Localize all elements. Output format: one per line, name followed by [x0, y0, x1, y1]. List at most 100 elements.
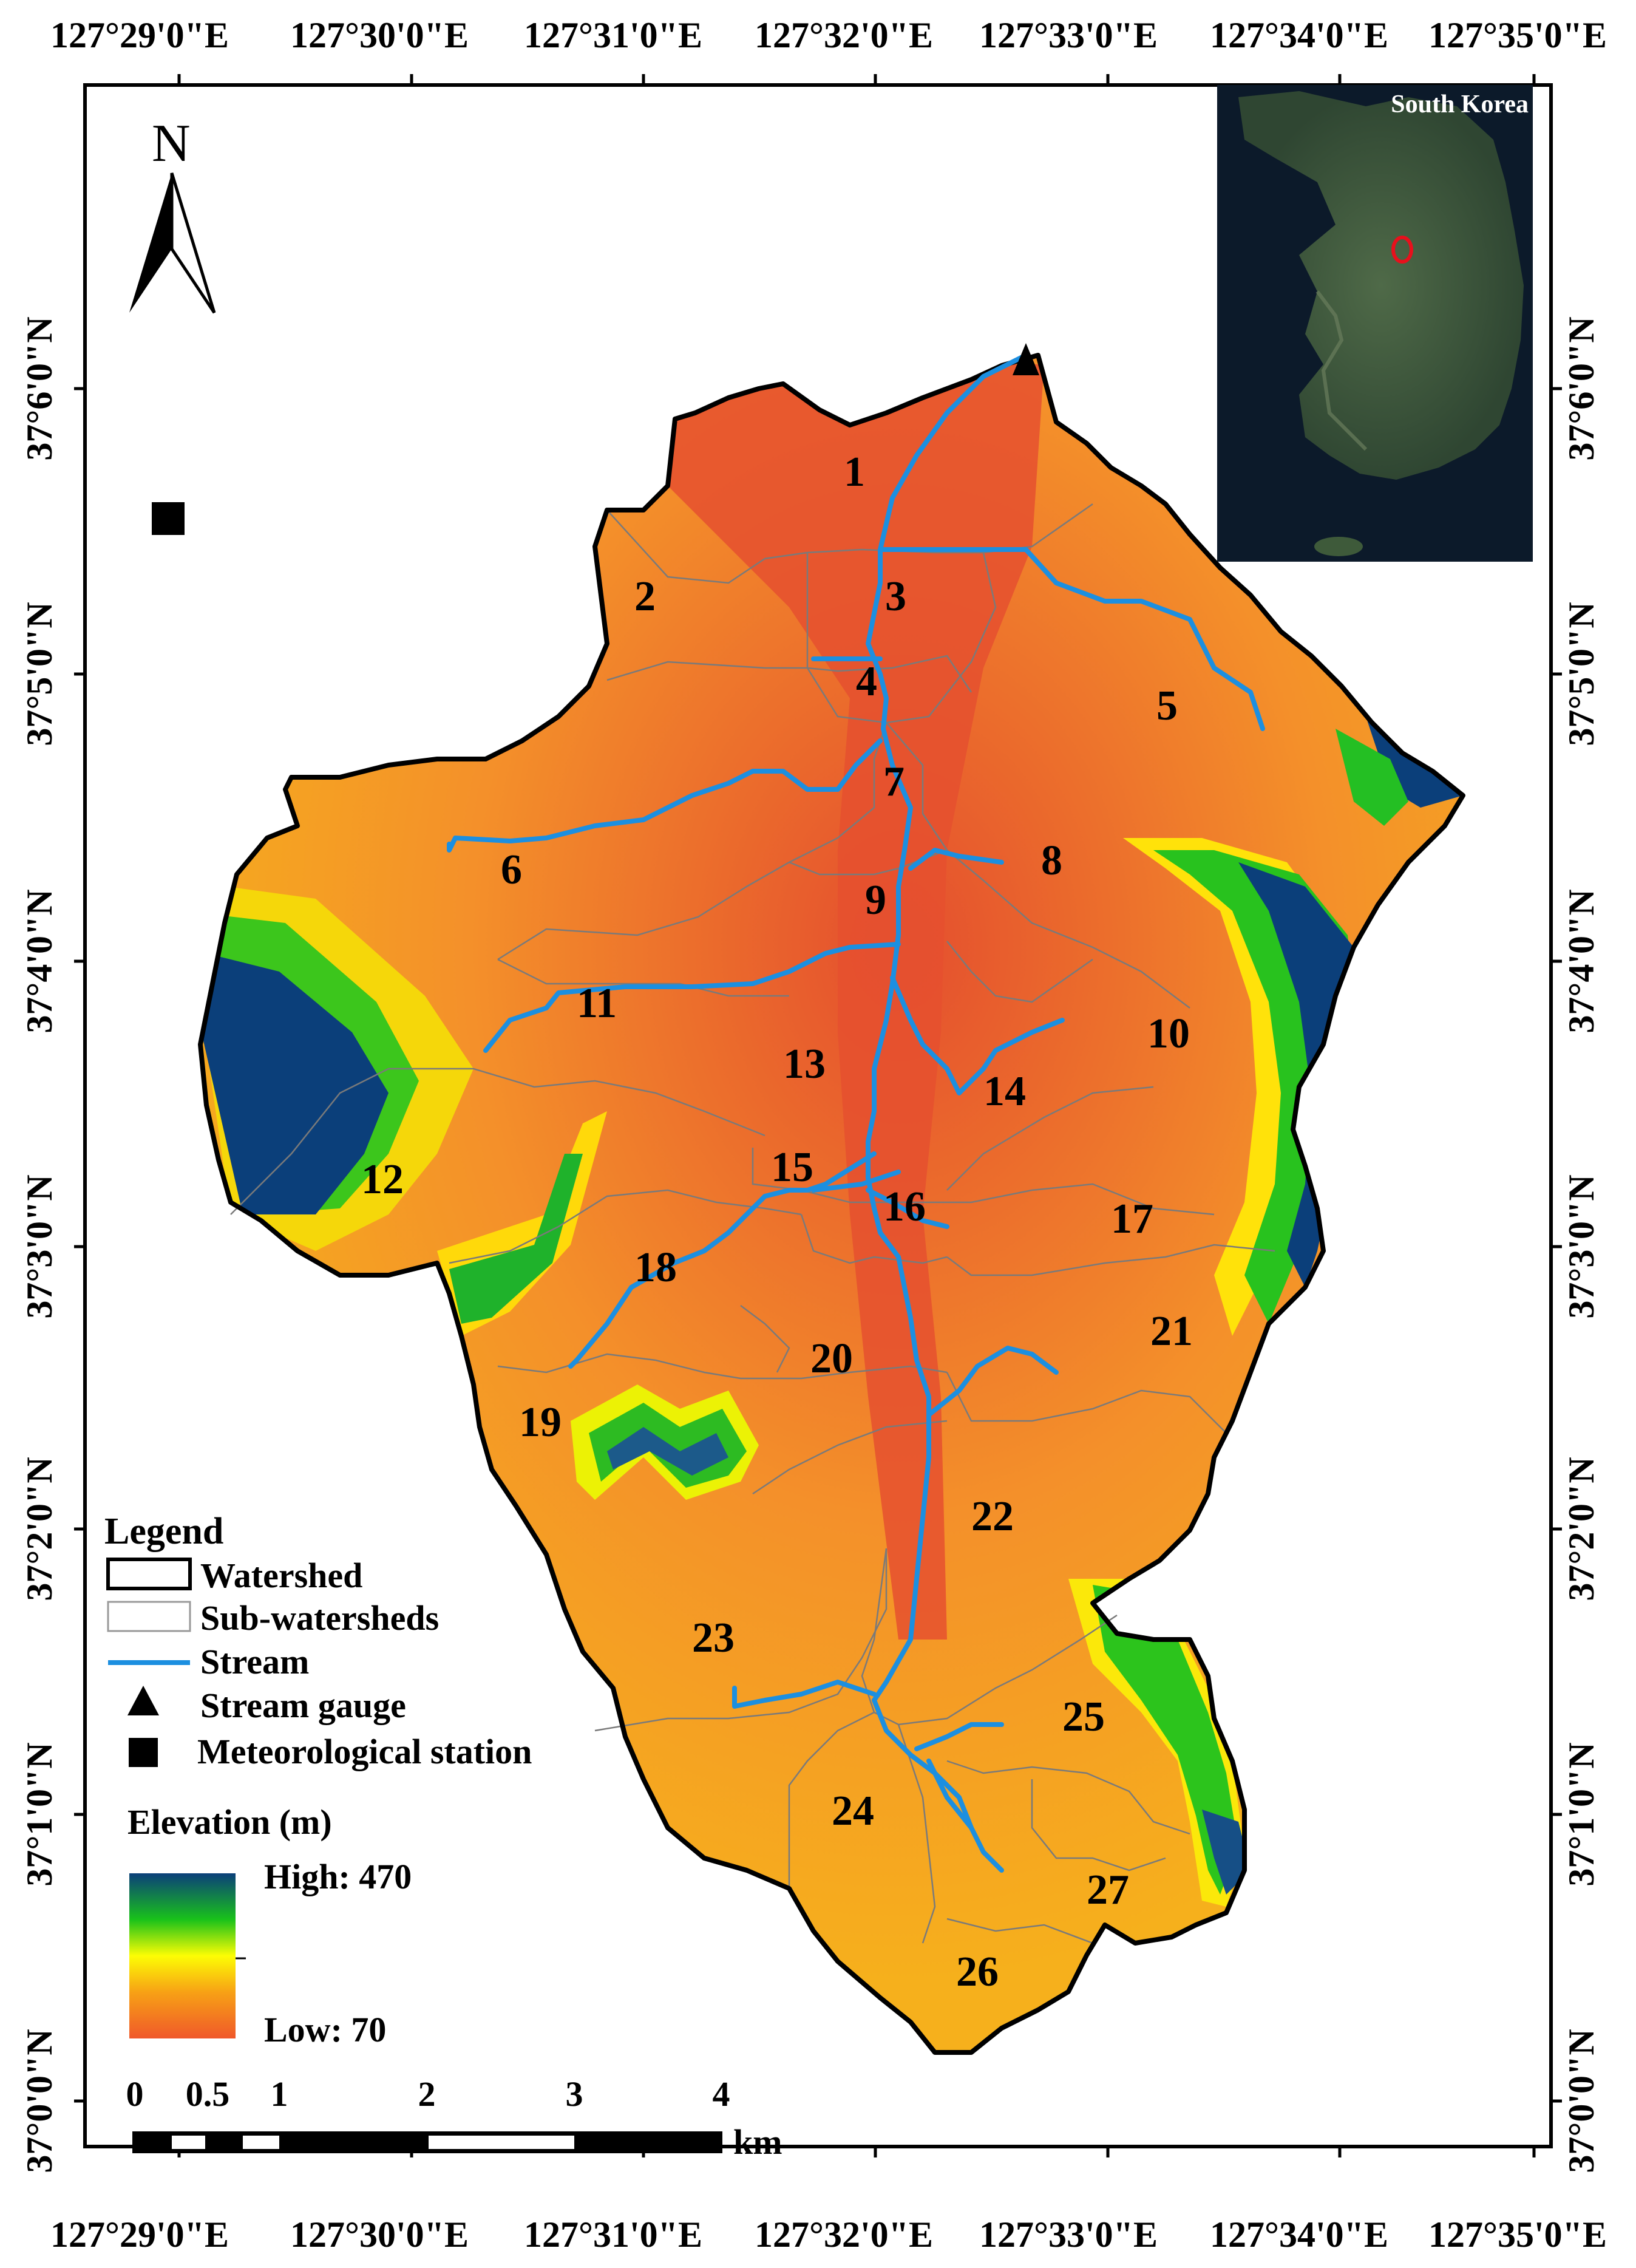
lat-label-left: 37°4'0"N — [19, 889, 59, 1033]
subwatershed-label-7: 7 — [883, 758, 905, 805]
subwatershed-label-16: 16 — [883, 1183, 926, 1230]
inset-map: South Korea — [1217, 85, 1533, 562]
inset-coastline-highlight — [1315, 290, 1368, 451]
stream-gauge-icon — [1013, 343, 1039, 375]
subwatershed-label-18: 18 — [634, 1244, 677, 1291]
subwatershed-labels: 1 2 3 4 5 6 7 8 9 10 11 12 13 14 15 16 1… — [361, 449, 1193, 1995]
lon-label-bottom: 127°30'0"E — [290, 2215, 469, 2255]
scale-tick-label: 1 — [271, 2074, 288, 2114]
lat-label-left: 37°3'0"N — [19, 1174, 59, 1318]
lat-label-right: 37°2'0"N — [1561, 1457, 1601, 1601]
scale-tick-label: 0 — [126, 2074, 144, 2114]
lon-label-bottom: 127°35'0"E — [1428, 2215, 1607, 2255]
subwatershed-label-21: 21 — [1150, 1308, 1193, 1355]
subwatershed-label-14: 14 — [983, 1068, 1026, 1115]
subwatershed-label-10: 10 — [1147, 1010, 1190, 1057]
elevation-high-label: High: 470 — [264, 1857, 412, 1896]
scale-segment-white — [243, 2136, 279, 2149]
legend-subwatershed-label: Sub-watersheds — [200, 1598, 439, 1638]
lat-label-right: 37°3'0"N — [1561, 1174, 1601, 1318]
elevation-title: Elevation (m) — [127, 1802, 332, 1842]
lon-label-top: 127°35'0"E — [1428, 15, 1607, 55]
lon-label-bottom: 127°32'0"E — [755, 2215, 933, 2255]
inset-title: South Korea — [1391, 90, 1529, 118]
lon-label-top: 127°32'0"E — [755, 15, 933, 55]
subwatershed-label-4: 4 — [856, 658, 877, 705]
lat-label-left: 37°2'0"N — [19, 1457, 59, 1601]
watershed-outline-swatch — [106, 1558, 192, 1590]
subwatershed-label-22: 22 — [971, 1493, 1014, 1540]
lon-label-top: 127°30'0"E — [290, 15, 469, 55]
meteorological-station-icon — [152, 502, 185, 535]
elevation-color-ramp — [129, 1873, 236, 2038]
scale-bar-base — [132, 2131, 722, 2153]
lat-label-left: 37°5'0"N — [19, 602, 59, 746]
lon-label-bottom: 127°33'0"E — [979, 2215, 1158, 2255]
scale-segment-white — [172, 2136, 205, 2149]
jeju-island — [1314, 537, 1363, 556]
subwatershed-label-15: 15 — [771, 1144, 813, 1191]
scale-tick-label: 3 — [566, 2074, 583, 2114]
subwatershed-label-1: 1 — [844, 449, 865, 495]
lat-label-left: 37°6'0"N — [19, 316, 59, 460]
lon-label-top: 127°29'0"E — [50, 15, 229, 55]
subwatershed-label-13: 13 — [783, 1041, 826, 1088]
stream-network — [447, 353, 1265, 1873]
scale-tick-label: 4 — [713, 2074, 730, 2114]
subwatershed-outline-swatch — [107, 1601, 191, 1632]
subwatershed-label-23: 23 — [692, 1615, 735, 1661]
north-arrow: N — [129, 114, 216, 314]
watershed-outline — [198, 353, 1465, 2055]
lat-label-right: 37°4'0"N — [1561, 889, 1601, 1033]
subwatershed-label-5: 5 — [1156, 683, 1178, 729]
legend-title: Legend — [104, 1511, 223, 1552]
north-arrow-left-half — [129, 173, 172, 313]
scale-segment-white — [429, 2136, 574, 2149]
legend-stream-gauge-label: Stream gauge — [200, 1686, 406, 1725]
square-icon — [129, 1738, 158, 1767]
lon-label-top: 127°33'0"E — [979, 15, 1158, 55]
lon-label-top: 127°31'0"E — [524, 15, 702, 55]
subwatershed-label-9: 9 — [865, 877, 886, 924]
study-area-marker — [1391, 236, 1413, 264]
legend-watershed-label: Watershed — [200, 1556, 362, 1595]
lat-label-right: 37°5'0"N — [1561, 602, 1601, 746]
subwatershed-label-25: 25 — [1062, 1694, 1105, 1740]
lat-label-left: 37°0'0"N — [19, 2029, 59, 2173]
subwatershed-label-20: 20 — [810, 1335, 853, 1382]
korea-landmass — [1238, 91, 1524, 480]
subwatershed-label-26: 26 — [956, 1949, 999, 1995]
subwatershed-label-17: 17 — [1111, 1196, 1153, 1242]
triangle-icon — [127, 1686, 159, 1715]
north-arrow-letter: N — [152, 114, 191, 173]
elevation-low-label: Low: 70 — [264, 2010, 386, 2049]
scale-tick-label: 0.5 — [186, 2074, 230, 2114]
subwatershed-label-19: 19 — [519, 1399, 562, 1446]
subwatershed-label-24: 24 — [832, 1788, 874, 1834]
lon-label-bottom: 127°34'0"E — [1210, 2215, 1388, 2255]
lat-label-left: 37°1'0"N — [19, 1742, 59, 1886]
lat-label-right: 37°1'0"N — [1561, 1742, 1601, 1886]
subwatershed-label-8: 8 — [1041, 837, 1062, 884]
subwatershed-label-3: 3 — [885, 573, 906, 620]
subwatershed-label-11: 11 — [577, 980, 617, 1027]
north-arrow-right-half — [170, 172, 216, 314]
scale-bar: 0 0.5 1 2 3 4 km — [126, 2074, 782, 2162]
lon-label-bottom: 127°29'0"E — [50, 2215, 229, 2255]
legend-stream-label: Stream — [200, 1642, 309, 1681]
map-frame — [83, 83, 1553, 2148]
scale-unit: km — [733, 2122, 782, 2162]
lon-label-bottom: 127°31'0"E — [524, 2215, 702, 2255]
lon-label-top: 127°34'0"E — [1210, 15, 1388, 55]
legend-met-station-label: Meteorological station — [197, 1732, 532, 1771]
subwatershed-label-12: 12 — [361, 1156, 404, 1203]
scale-tick-label: 2 — [418, 2074, 436, 2114]
top-ticks — [74, 74, 1562, 2157]
legend: Legend Watershed Sub-watersheds Stream S… — [104, 1511, 532, 2049]
subwatershed-label-6: 6 — [501, 846, 522, 893]
lat-label-right: 37°6'0"N — [1561, 316, 1601, 460]
subwatershed-label-2: 2 — [634, 573, 656, 620]
subwatershed-label-27: 27 — [1087, 1867, 1129, 1913]
lat-label-right: 37°0'0"N — [1561, 2029, 1601, 2173]
